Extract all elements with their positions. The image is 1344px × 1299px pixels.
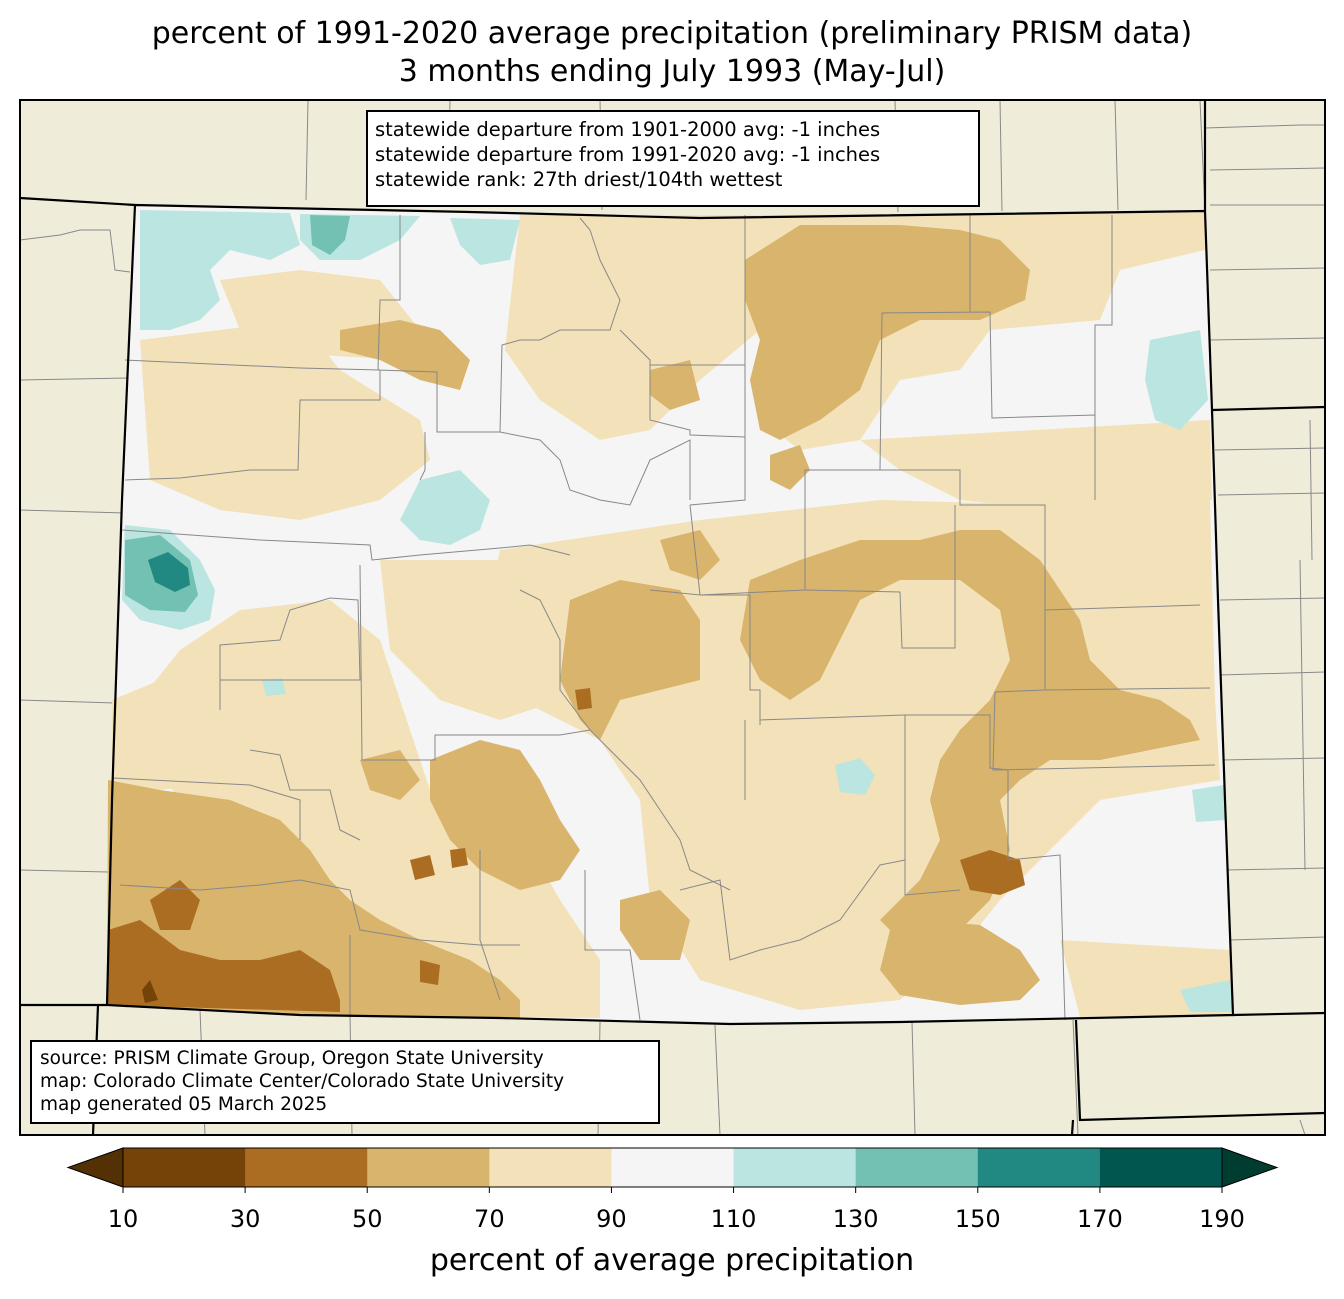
precip-10-30 [142,980,158,1003]
map-title-line1: percent of 1991-2020 average precipitati… [151,16,1193,51]
colorbar-bin-170-190 [1099,1148,1223,1187]
colorbar-tick-label: 110 [710,1205,757,1233]
source-line: source: PRISM Climate Group, Oregon Stat… [40,1048,544,1069]
precip-150-170 [148,552,190,592]
county-lines [111,215,1216,1021]
colorbar-bin-150-170 [977,1148,1101,1187]
colorbar-tick-label: 90 [596,1205,627,1233]
colorbar-over-arrow [1221,1147,1279,1188]
colorbar [66,1147,1279,1193]
precip-30-50 [107,688,1025,1012]
stats-departure-1991-2020: statewide departure from 1991-2020 avg: … [375,143,881,166]
colorbar-under-arrow [66,1147,124,1188]
colorbar-bin-50-70 [367,1148,490,1187]
colorbar-bin-130-150 [855,1148,979,1187]
colorbar-tick-label: 70 [474,1205,505,1233]
colorbar-bin-30-50 [245,1148,368,1187]
colorbar-tick-label: 170 [1076,1205,1123,1233]
source-box: source: PRISM Climate Group, Oregon Stat… [30,1040,660,1124]
colorbar-bin-110-130 [733,1148,857,1187]
statewide-stats-box: statewide departure from 1901-2000 avg: … [366,110,980,207]
colorbar-tick-label: 190 [1199,1205,1245,1233]
colorbar-label: percent of average precipitation [429,1243,915,1278]
colorbar-bin-70-90 [489,1148,612,1187]
map-title-line2: 3 months ending July 1993 (May-Jul) [398,54,946,89]
colorbar-tick-label: 130 [832,1205,879,1233]
stats-rank: statewide rank: 27th driest/104th wettes… [375,168,783,191]
colorbar-bin-10-30 [123,1148,246,1187]
generated-date-line: map generated 05 March 2025 [40,1094,328,1115]
colorbar-tick-label: 150 [954,1205,1001,1233]
colorbar-tick-label: 50 [351,1205,383,1233]
colorbar-tick-label: 10 [107,1205,139,1233]
colorbar-tick-label: 30 [229,1205,261,1233]
map-credit-line: map: Colorado Climate Center/Colorado St… [40,1071,565,1092]
stats-departure-1901-2000: statewide departure from 1901-2000 avg: … [375,118,881,141]
colorbar-frame [122,1147,1223,1188]
map-frame [19,99,1326,1136]
colorbar-bin-90-110 [611,1148,735,1187]
